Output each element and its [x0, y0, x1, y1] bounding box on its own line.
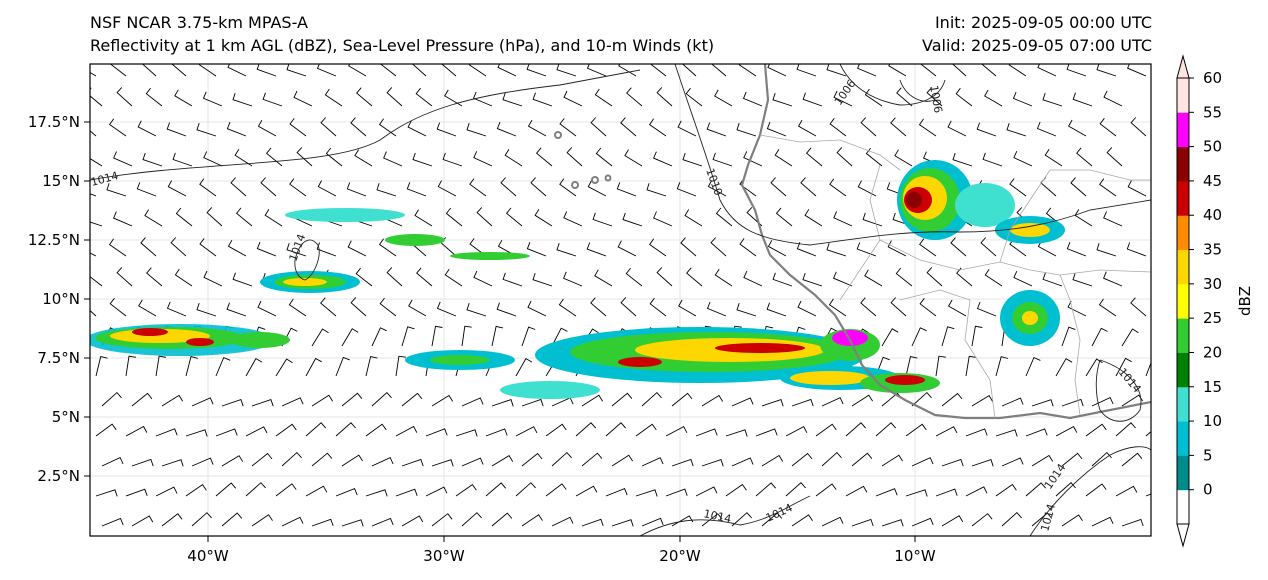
colorbar-segment — [1177, 146, 1189, 182]
colorbar-tick-label: 20 — [1203, 343, 1222, 361]
lat-tick-label: 7.5°N — [37, 349, 80, 367]
lat-tick-label: 10°N — [42, 290, 80, 308]
lat-tick-label: 5°N — [52, 408, 80, 426]
valid-time: Valid: 2025-09-05 07:00 UTC — [921, 36, 1152, 55]
colorbar-segment — [1177, 455, 1189, 491]
contour-label: 1014 — [702, 507, 732, 526]
lon-tick-label: 20°W — [659, 547, 701, 565]
lat-tick-label: 15°N — [42, 172, 80, 190]
map-frame — [89, 63, 1152, 537]
colorbar-tick-label: 60 — [1203, 69, 1222, 87]
colorbar-tick-label: 0 — [1203, 481, 1213, 499]
coastline — [740, 64, 1151, 420]
colorbar-segment — [1177, 352, 1189, 388]
colorbar-segment — [1177, 318, 1189, 353]
map-title: NSF NCAR 3.75-km MPAS-A — [90, 13, 308, 32]
colorbar-segment — [1177, 249, 1189, 285]
colorbar-tick-label: 25 — [1203, 309, 1222, 327]
wind-barbs — [90, 64, 1151, 527]
colorbar-segment — [1177, 421, 1189, 456]
contour-label: 1006 — [927, 84, 945, 114]
colorbar-segment — [1177, 489, 1189, 524]
colorbar-tick-label: 40 — [1203, 206, 1222, 224]
colorbar-tick-label: 15 — [1203, 378, 1222, 396]
colorbar-segment — [1177, 78, 1189, 113]
reflectivity-field — [90, 160, 1065, 399]
init-time: Init: 2025-09-05 00:00 UTC — [934, 13, 1152, 32]
lon-tick-label: 40°W — [187, 547, 229, 565]
colorbar-tick-label: 10 — [1203, 412, 1222, 430]
colorbar-segment — [1177, 386, 1189, 422]
colorbar-tick-label: 5 — [1203, 446, 1213, 464]
latitude-axis: 2.5°N 5°N 7.5°N 10°N 12.5°N 15°N 17.5°N — [28, 113, 90, 485]
lat-tick-label: 2.5°N — [37, 467, 80, 485]
map-background — [90, 64, 1151, 536]
colorbar: 0 5 10 15 20 25 30 35 40 45 50 55 60 dBZ — [1176, 54, 1254, 548]
longitude-axis: 40°W 30°W 20°W 10°W — [187, 536, 936, 565]
lat-tick-label: 17.5°N — [28, 113, 80, 131]
map-gridlines — [90, 64, 1151, 536]
lon-tick-label: 30°W — [423, 547, 465, 565]
colorbar-segment — [1177, 112, 1189, 148]
colorbar-extend-min — [1176, 523, 1190, 548]
colorbar-tick-label: 50 — [1203, 138, 1222, 156]
country-borders — [759, 134, 1151, 419]
pressure-contours — [90, 64, 1151, 536]
lon-tick-label: 10°W — [894, 547, 936, 565]
colorbar-segment — [1177, 180, 1189, 216]
map-subtitle: Reflectivity at 1 km AGL (dBZ), Sea-Leve… — [90, 36, 715, 55]
colorbar-tick-label: 45 — [1203, 172, 1222, 190]
colorbar-segment — [1177, 283, 1189, 319]
colorbar-segment — [1177, 215, 1189, 251]
colorbar-tick-label: 35 — [1203, 241, 1222, 259]
colorbar-extend-max — [1176, 54, 1190, 79]
colorbar-label: dBZ — [1236, 286, 1254, 316]
lat-tick-label: 12.5°N — [28, 231, 80, 249]
colorbar-tick-label: 30 — [1203, 275, 1222, 293]
colorbar-tick-label: 55 — [1203, 103, 1222, 121]
islands — [554, 131, 612, 189]
